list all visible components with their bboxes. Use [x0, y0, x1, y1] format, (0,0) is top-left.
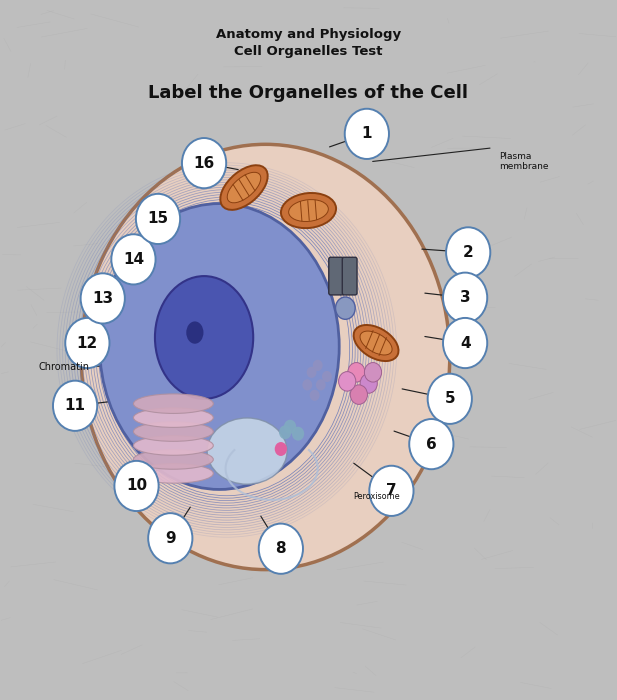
Ellipse shape — [133, 394, 213, 414]
Text: 12: 12 — [77, 335, 98, 351]
Ellipse shape — [81, 144, 450, 570]
Text: 13: 13 — [92, 291, 114, 306]
Text: 1: 1 — [362, 127, 372, 141]
Circle shape — [136, 194, 180, 244]
FancyBboxPatch shape — [342, 258, 357, 295]
Circle shape — [409, 419, 453, 469]
Ellipse shape — [220, 165, 268, 210]
Text: 16: 16 — [194, 155, 215, 171]
Circle shape — [81, 273, 125, 323]
Circle shape — [114, 461, 159, 511]
Ellipse shape — [100, 204, 339, 489]
Circle shape — [111, 234, 155, 284]
Circle shape — [148, 513, 193, 564]
Ellipse shape — [227, 172, 261, 203]
Ellipse shape — [133, 436, 213, 455]
Circle shape — [292, 427, 304, 440]
Circle shape — [350, 385, 368, 405]
Circle shape — [336, 297, 355, 319]
Text: Label the Organelles of the Cell: Label the Organelles of the Cell — [149, 85, 468, 102]
Circle shape — [310, 390, 320, 401]
Text: Chromatin: Chromatin — [38, 362, 89, 372]
Text: 3: 3 — [460, 290, 470, 305]
FancyBboxPatch shape — [329, 258, 344, 295]
Ellipse shape — [133, 463, 213, 483]
Circle shape — [182, 138, 226, 188]
Circle shape — [316, 379, 326, 391]
Ellipse shape — [133, 449, 213, 469]
Circle shape — [348, 363, 365, 382]
Circle shape — [443, 318, 487, 368]
Circle shape — [339, 372, 356, 391]
Circle shape — [345, 108, 389, 159]
Circle shape — [65, 318, 109, 368]
Text: 10: 10 — [126, 479, 147, 493]
Circle shape — [313, 360, 323, 371]
Text: 8: 8 — [276, 541, 286, 556]
Text: 6: 6 — [426, 437, 437, 452]
Circle shape — [259, 524, 303, 574]
Circle shape — [279, 426, 291, 439]
Text: 14: 14 — [123, 252, 144, 267]
Text: 4: 4 — [460, 335, 470, 351]
Circle shape — [446, 228, 491, 277]
Ellipse shape — [354, 325, 399, 361]
Ellipse shape — [281, 193, 336, 228]
Circle shape — [307, 367, 317, 378]
Text: Cell Organelles Test: Cell Organelles Test — [234, 45, 383, 58]
Text: 7: 7 — [386, 483, 397, 498]
Circle shape — [284, 420, 296, 434]
Text: 2: 2 — [463, 245, 474, 260]
Ellipse shape — [289, 199, 328, 221]
Text: 5: 5 — [444, 391, 455, 406]
Text: Anatomy and Physiology: Anatomy and Physiology — [216, 29, 401, 41]
Circle shape — [365, 363, 381, 382]
Ellipse shape — [360, 331, 392, 355]
Text: 9: 9 — [165, 531, 176, 546]
Ellipse shape — [186, 321, 204, 344]
Circle shape — [428, 374, 472, 424]
Circle shape — [443, 272, 487, 323]
Circle shape — [275, 442, 287, 456]
Text: 11: 11 — [65, 398, 86, 413]
Ellipse shape — [133, 422, 213, 441]
Circle shape — [322, 371, 332, 382]
Text: Plasma
membrane: Plasma membrane — [499, 152, 549, 172]
Text: 15: 15 — [147, 211, 168, 226]
Circle shape — [360, 374, 377, 393]
Circle shape — [302, 379, 312, 391]
Circle shape — [370, 466, 413, 516]
Ellipse shape — [133, 408, 213, 428]
Ellipse shape — [207, 418, 287, 484]
Ellipse shape — [155, 276, 253, 399]
Circle shape — [53, 381, 97, 431]
Text: Peroxisome: Peroxisome — [353, 492, 399, 501]
